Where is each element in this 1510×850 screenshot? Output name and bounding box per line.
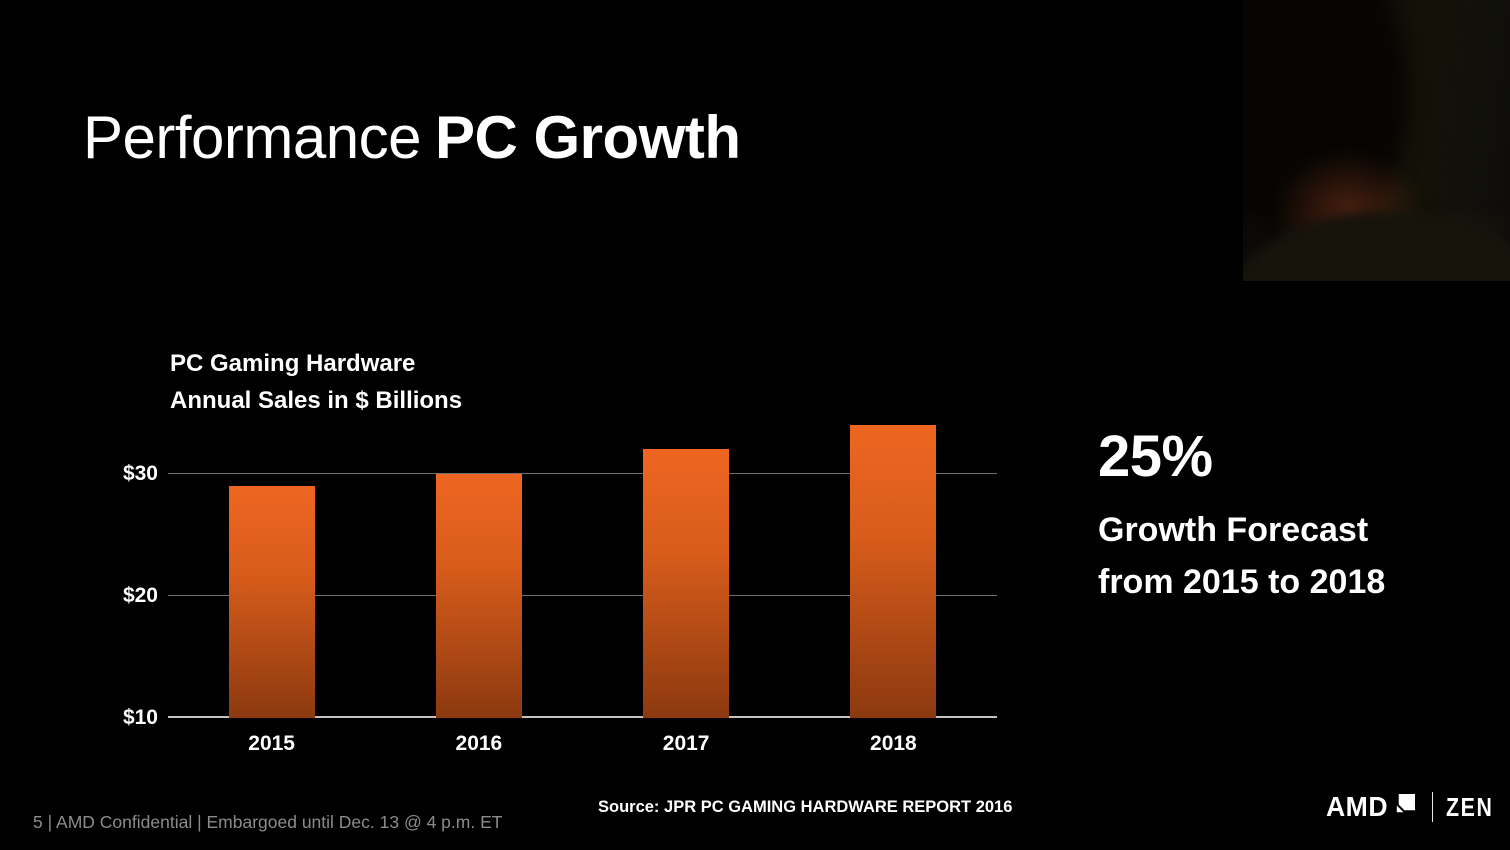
logo-lockup: AMD ZEN (1326, 790, 1504, 824)
slide-title: Performance PC Growth (83, 103, 741, 172)
y-tick-label-20: $20 (122, 583, 158, 607)
growth-callout-line2: from 2015 to 2018 (1098, 563, 1386, 601)
amd-wordmark: AMD (1326, 791, 1389, 822)
source-note: Source: JPR PC GAMING HARDWARE REPORT 20… (598, 798, 1013, 816)
chart-title: PC Gaming Hardware Annual Sales in $ Bil… (170, 345, 462, 419)
footer-text: 5 | AMD Confidential | Embargoed until D… (33, 812, 503, 832)
person-shoulders (1243, 212, 1510, 281)
slide-title-bold: PC Growth (434, 104, 741, 171)
x-axis-labels: 2015 2016 2017 2018 (168, 732, 997, 762)
gridline-20 (168, 594, 997, 596)
gridline-10 (168, 716, 997, 718)
logo-divider (1432, 792, 1434, 822)
growth-callout-line1: Growth Forecast (1098, 511, 1369, 549)
bar-2016 (435, 473, 522, 718)
slide-title-regular: Performance (83, 104, 421, 171)
growth-callout: 25% Growth Forecast from 2015 to 2018 (1098, 423, 1385, 608)
bar-2015 (228, 485, 315, 718)
bar-2018 (850, 424, 937, 718)
y-axis-labels: $10 $20 $30 (60, 410, 158, 729)
y-tick-label-10: $10 (122, 706, 158, 729)
x-tick-label-2015: 2015 (248, 732, 295, 755)
bar-chart-plot (168, 410, 997, 718)
x-tick-label-2018: 2018 (870, 732, 917, 755)
x-tick-label-2017: 2017 (662, 732, 710, 755)
zen-wordmark: ZEN (1446, 791, 1494, 822)
bar-2017 (643, 449, 730, 718)
gridline-30 (168, 472, 997, 474)
chart-title-line2: Annual Sales in $ Billions (170, 387, 463, 414)
x-tick-label-2016: 2016 (455, 732, 503, 755)
video-still (1243, 0, 1510, 281)
y-tick-label-30: $30 (122, 461, 158, 485)
growth-stat: 25% (1098, 424, 1213, 489)
chart-title-line1: PC Gaming Hardware (170, 350, 416, 377)
amd-arrow-icon (1397, 794, 1416, 813)
